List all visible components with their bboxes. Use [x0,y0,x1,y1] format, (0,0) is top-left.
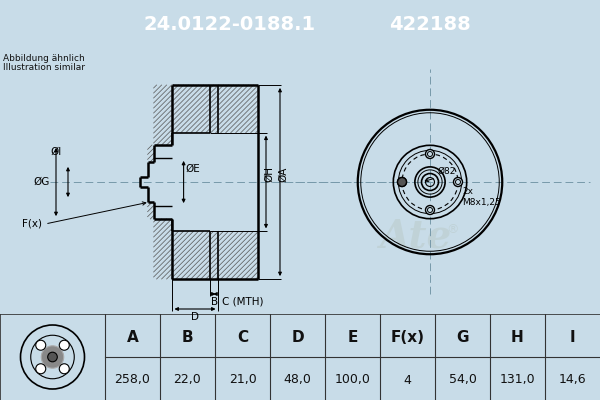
Text: B: B [211,297,218,307]
Text: 14,6: 14,6 [559,374,586,386]
Text: 2x: 2x [462,188,473,196]
Text: 54,0: 54,0 [449,374,476,386]
Text: ØI: ØI [51,147,62,157]
Text: A: A [127,330,139,346]
Text: F(x): F(x) [22,219,42,229]
Circle shape [398,178,407,186]
Text: ØH: ØH [264,166,274,182]
Circle shape [48,352,58,362]
Text: 22,0: 22,0 [173,374,202,386]
Text: E: E [347,330,358,346]
Text: 48,0: 48,0 [284,374,311,386]
Text: 100,0: 100,0 [335,374,370,386]
Text: 21,0: 21,0 [229,374,256,386]
Text: D: D [291,330,304,346]
Circle shape [59,364,69,374]
Text: ØA: ØA [278,167,288,182]
Text: H: H [511,330,524,346]
Circle shape [398,178,407,186]
Text: C: C [237,330,248,346]
Circle shape [36,340,46,350]
Text: I: I [569,330,575,346]
Text: Ate: Ate [379,218,451,256]
Text: ØE: ØE [185,164,200,174]
Text: 258,0: 258,0 [115,374,151,386]
Text: Illustration similar: Illustration similar [3,63,85,72]
Text: Ø82: Ø82 [438,167,457,176]
Text: M8x1,25: M8x1,25 [462,198,501,206]
Circle shape [454,178,463,186]
Circle shape [41,346,64,368]
Text: 131,0: 131,0 [500,374,535,386]
Text: Abbildung ähnlich: Abbildung ähnlich [3,54,85,63]
Text: G: G [456,330,469,346]
Text: B: B [182,330,193,346]
Text: 422188: 422188 [389,16,471,34]
Circle shape [36,364,46,374]
Circle shape [425,150,434,158]
Text: C (MTH): C (MTH) [223,297,264,307]
Text: F(x): F(x) [391,330,425,346]
Text: ØG: ØG [34,177,50,187]
Circle shape [59,340,69,350]
Text: 4: 4 [404,374,412,386]
Text: D: D [191,312,199,322]
Text: ®: ® [446,224,458,236]
Text: 24.0122-0188.1: 24.0122-0188.1 [144,16,316,34]
Circle shape [425,206,434,214]
